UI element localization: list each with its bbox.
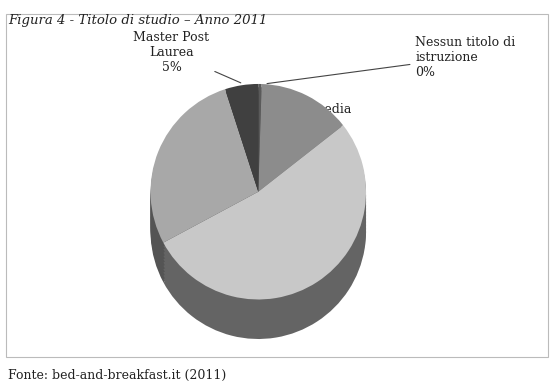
Wedge shape: [258, 97, 343, 205]
Wedge shape: [151, 106, 258, 259]
Wedge shape: [258, 117, 261, 225]
Wedge shape: [225, 123, 258, 231]
Wedge shape: [225, 110, 258, 218]
Text: Laurea
28%: Laurea 28%: [179, 160, 224, 188]
Text: Master Post
Laurea
5%: Master Post Laurea 5%: [134, 31, 241, 83]
Wedge shape: [258, 107, 261, 215]
Wedge shape: [151, 96, 258, 249]
Wedge shape: [258, 110, 261, 218]
Wedge shape: [225, 91, 258, 198]
Wedge shape: [258, 111, 343, 218]
Wedge shape: [258, 114, 343, 221]
Text: Figura 4 - Titolo di studio – Anno 2011: Figura 4 - Titolo di studio – Anno 2011: [8, 14, 268, 27]
Wedge shape: [163, 132, 366, 306]
Wedge shape: [163, 155, 366, 329]
Wedge shape: [225, 84, 258, 192]
Wedge shape: [258, 87, 343, 195]
Wedge shape: [225, 104, 258, 211]
Wedge shape: [163, 162, 366, 336]
Wedge shape: [163, 158, 366, 332]
Wedge shape: [258, 104, 343, 211]
Wedge shape: [163, 129, 366, 303]
Wedge shape: [258, 114, 261, 221]
Wedge shape: [151, 112, 258, 266]
Wedge shape: [163, 152, 366, 326]
Wedge shape: [258, 123, 343, 231]
Text: Licenza media
14%: Licenza media 14%: [260, 103, 352, 131]
Wedge shape: [151, 129, 258, 282]
Wedge shape: [151, 125, 258, 279]
Wedge shape: [225, 107, 258, 215]
Wedge shape: [258, 87, 261, 195]
Wedge shape: [151, 116, 258, 269]
Text: Nessun titolo di
istruzione
0%: Nessun titolo di istruzione 0%: [267, 36, 516, 83]
Wedge shape: [151, 109, 258, 262]
Wedge shape: [258, 107, 343, 215]
Wedge shape: [225, 100, 258, 208]
Wedge shape: [258, 100, 261, 208]
Wedge shape: [258, 123, 261, 231]
Wedge shape: [163, 165, 366, 339]
Wedge shape: [225, 87, 258, 195]
Wedge shape: [151, 122, 258, 276]
Wedge shape: [151, 102, 258, 256]
Wedge shape: [225, 94, 258, 201]
Wedge shape: [163, 145, 366, 319]
Wedge shape: [151, 89, 258, 243]
Wedge shape: [258, 91, 261, 198]
Wedge shape: [225, 114, 258, 221]
Wedge shape: [258, 84, 261, 192]
Wedge shape: [163, 148, 366, 323]
Wedge shape: [258, 100, 343, 208]
Wedge shape: [163, 142, 366, 316]
Wedge shape: [258, 94, 261, 201]
Wedge shape: [225, 120, 258, 228]
Wedge shape: [163, 138, 366, 313]
Wedge shape: [151, 119, 258, 272]
Wedge shape: [151, 99, 258, 252]
Wedge shape: [163, 135, 366, 309]
Wedge shape: [258, 117, 343, 225]
Wedge shape: [258, 104, 261, 211]
Wedge shape: [258, 91, 343, 198]
Wedge shape: [258, 120, 343, 228]
Wedge shape: [258, 94, 343, 201]
Wedge shape: [151, 93, 258, 246]
Wedge shape: [225, 97, 258, 205]
Text: Diploma
Superiore
53%: Diploma Superiore 53%: [284, 188, 347, 231]
Wedge shape: [258, 120, 261, 228]
Wedge shape: [258, 84, 343, 192]
Wedge shape: [163, 125, 366, 299]
Text: Fonte: bed-and-breakfast.it (2011): Fonte: bed-and-breakfast.it (2011): [8, 369, 227, 382]
Wedge shape: [225, 117, 258, 225]
Wedge shape: [258, 97, 261, 205]
